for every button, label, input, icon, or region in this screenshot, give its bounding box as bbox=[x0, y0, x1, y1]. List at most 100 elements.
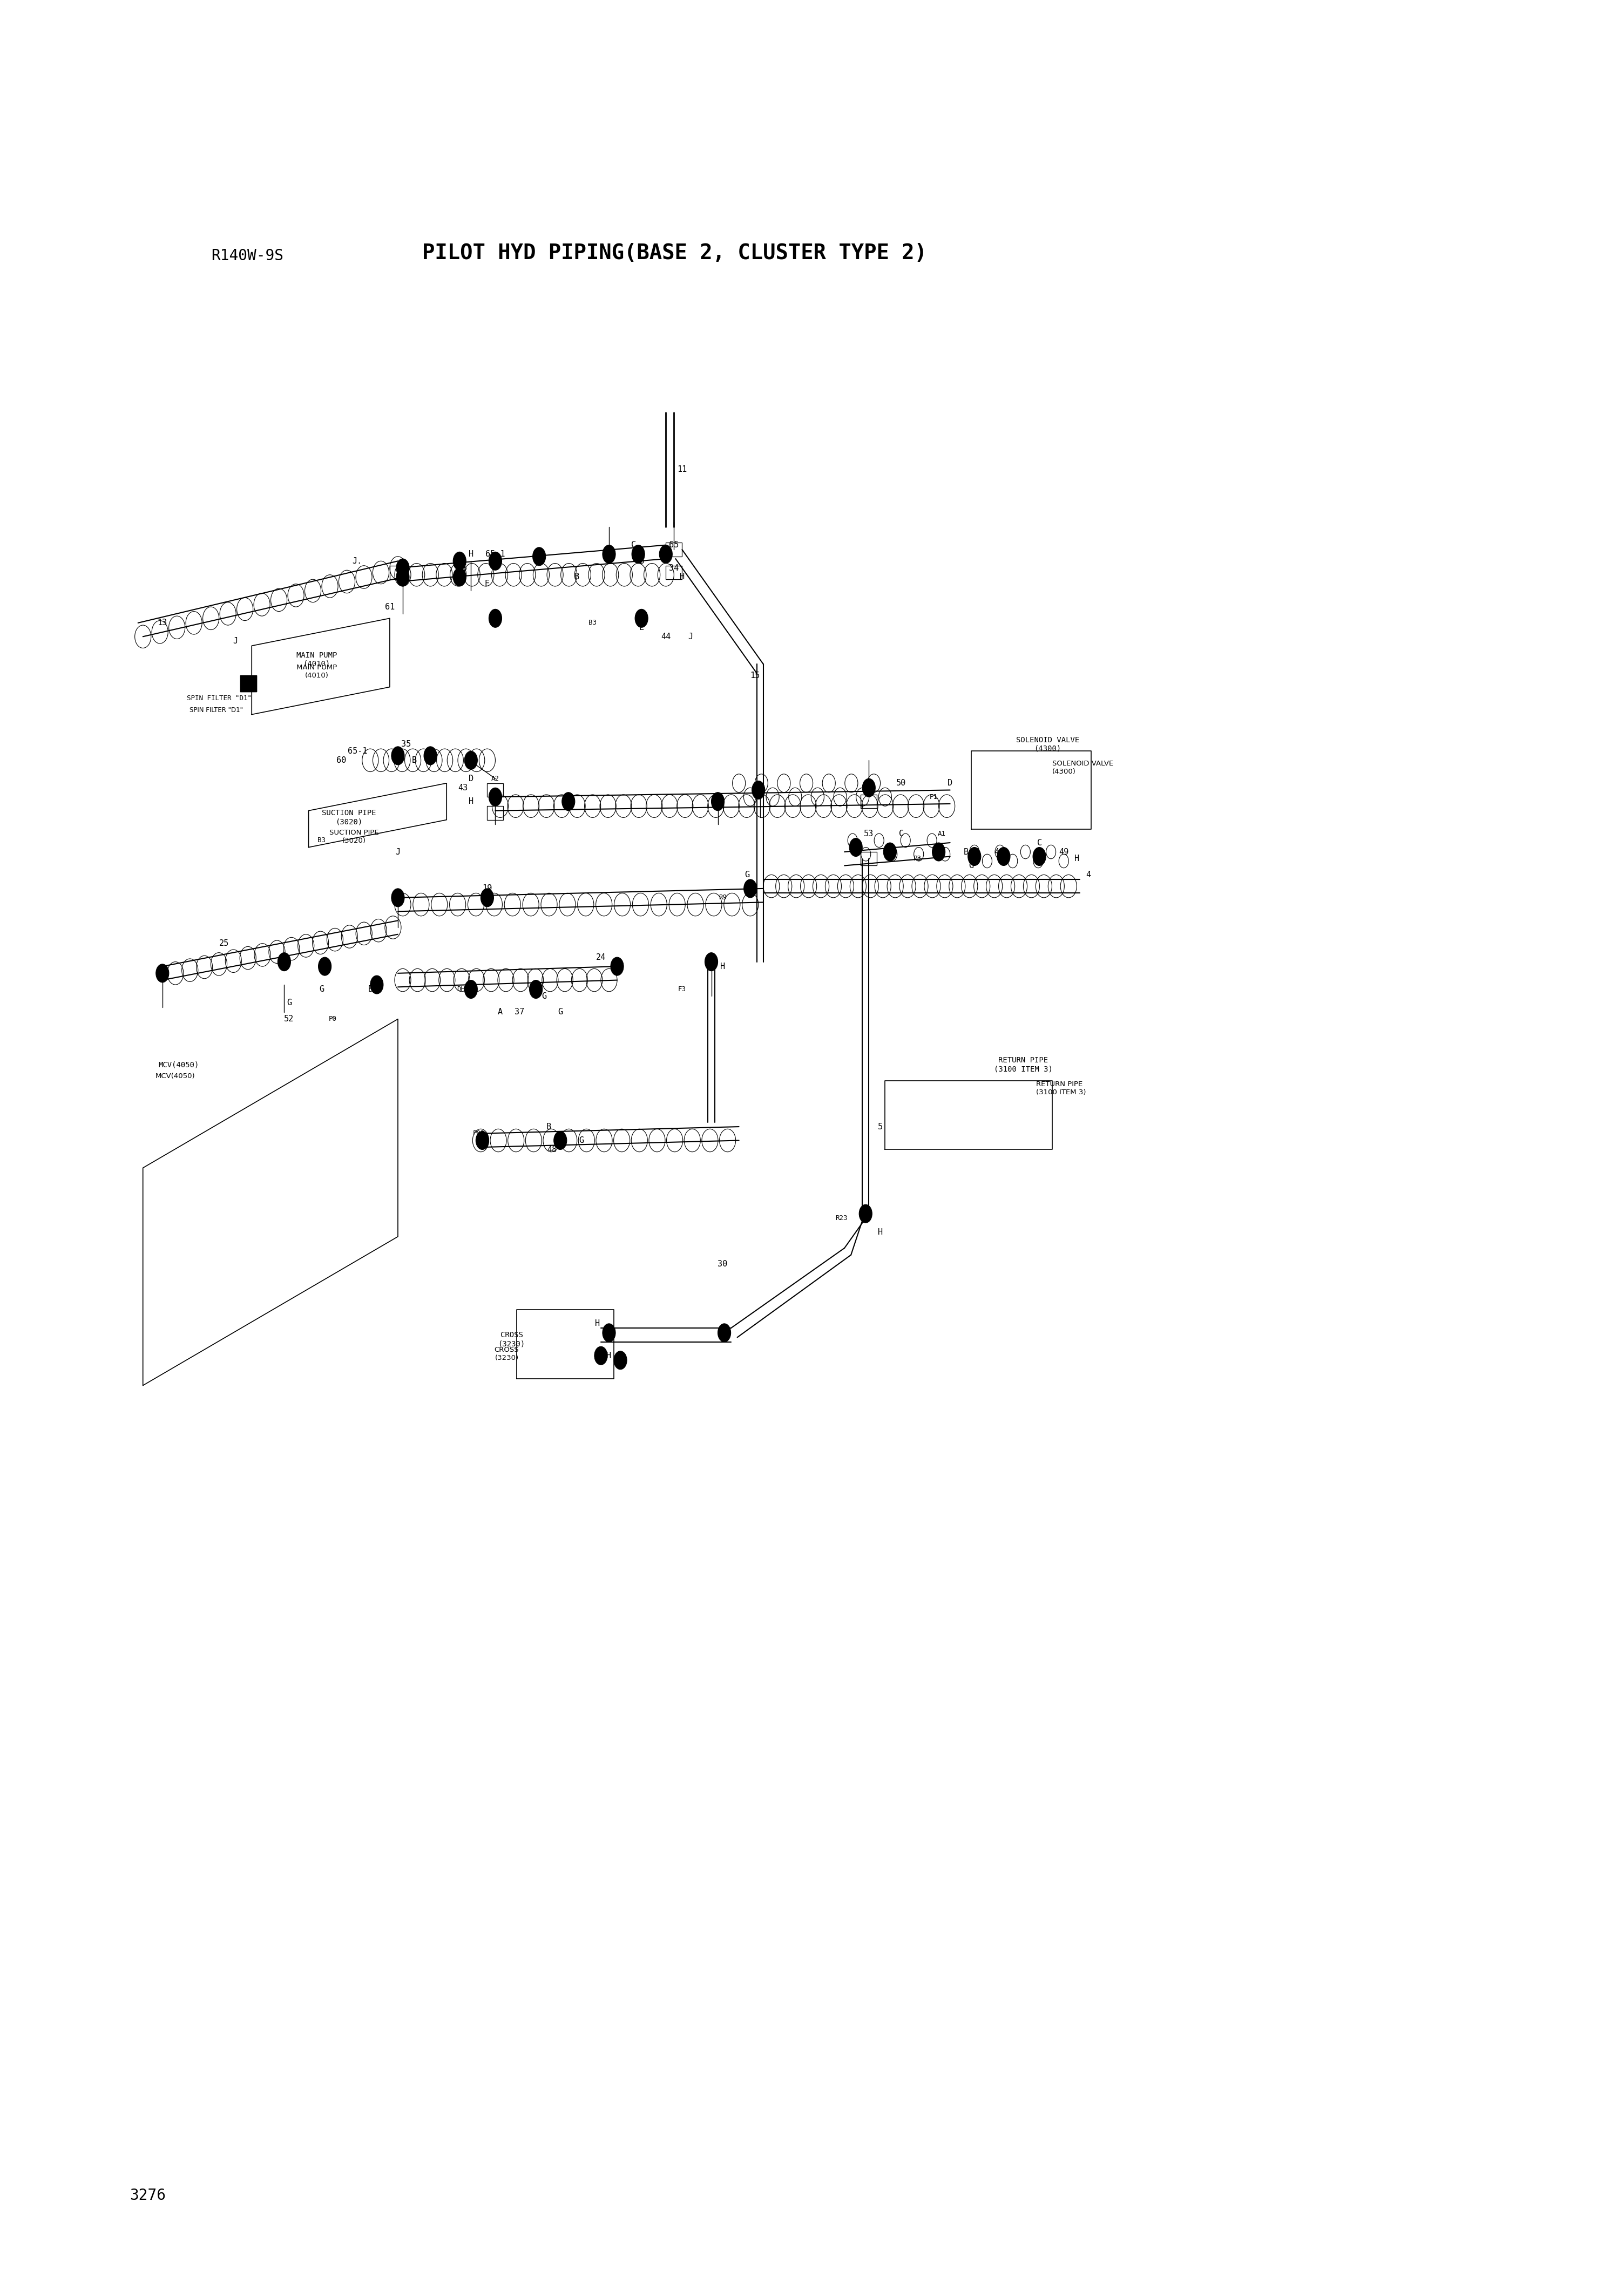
Bar bbox=[390, 566, 406, 579]
Text: P3: P3 bbox=[914, 854, 921, 863]
Bar bbox=[666, 566, 682, 579]
Circle shape bbox=[489, 552, 502, 570]
Text: SPIN FILTER "D1": SPIN FILTER "D1" bbox=[187, 694, 252, 703]
Circle shape bbox=[370, 976, 383, 994]
Text: 24: 24 bbox=[596, 953, 606, 962]
Text: P1: P1 bbox=[931, 792, 937, 802]
Text: 52: 52 bbox=[284, 1014, 294, 1024]
Text: J.: J. bbox=[352, 556, 362, 566]
Text: RETURN PIPE
(3100 ITEM 3): RETURN PIPE (3100 ITEM 3) bbox=[994, 1056, 1052, 1074]
Text: H: H bbox=[719, 962, 726, 971]
Circle shape bbox=[883, 843, 896, 861]
Text: 48: 48 bbox=[994, 847, 1004, 856]
Text: R23: R23 bbox=[835, 1214, 848, 1223]
Circle shape bbox=[391, 889, 404, 907]
Text: 60: 60 bbox=[336, 756, 346, 765]
Text: 65-1: 65-1 bbox=[348, 747, 367, 756]
Text: RETURN PIPE
(3100 ITEM 3): RETURN PIPE (3100 ITEM 3) bbox=[1036, 1081, 1086, 1097]
Circle shape bbox=[849, 838, 862, 856]
Circle shape bbox=[603, 545, 615, 563]
Text: SOLENOID VALVE
(4300): SOLENOID VALVE (4300) bbox=[1052, 760, 1114, 776]
Text: B: B bbox=[573, 572, 580, 582]
Circle shape bbox=[705, 953, 718, 971]
Text: 43: 43 bbox=[458, 783, 468, 792]
Circle shape bbox=[554, 1131, 567, 1150]
Text: 49: 49 bbox=[1059, 847, 1069, 856]
Bar bbox=[666, 543, 682, 556]
Text: SPIN FILTER "D1": SPIN FILTER "D1" bbox=[190, 705, 242, 714]
Text: 19: 19 bbox=[482, 884, 492, 893]
Text: MAIN PUMP
(4010): MAIN PUMP (4010) bbox=[296, 650, 338, 669]
Text: H: H bbox=[849, 843, 856, 852]
Circle shape bbox=[529, 980, 542, 998]
Text: B: B bbox=[546, 1122, 552, 1131]
Text: D: D bbox=[947, 779, 953, 788]
Text: 6: 6 bbox=[565, 801, 572, 811]
Text: MAIN PUMP
(4010): MAIN PUMP (4010) bbox=[296, 664, 338, 680]
Text: B: B bbox=[963, 847, 970, 856]
Text: C: C bbox=[1036, 838, 1043, 847]
Text: 55: 55 bbox=[458, 563, 468, 572]
Text: F3: F3 bbox=[679, 985, 685, 994]
Text: 65-1: 65-1 bbox=[486, 550, 505, 559]
Circle shape bbox=[632, 545, 645, 563]
Text: SOLENOID VALVE
(4300): SOLENOID VALVE (4300) bbox=[1017, 735, 1078, 753]
Circle shape bbox=[752, 781, 765, 799]
Circle shape bbox=[1033, 847, 1046, 866]
Text: H: H bbox=[1073, 854, 1080, 863]
Text: G: G bbox=[744, 870, 750, 879]
Circle shape bbox=[744, 879, 757, 898]
Circle shape bbox=[718, 1324, 731, 1342]
Text: MCV(4050): MCV(4050) bbox=[158, 1060, 200, 1069]
Text: 3276: 3276 bbox=[130, 2187, 166, 2203]
Circle shape bbox=[594, 1347, 607, 1365]
Circle shape bbox=[476, 1131, 489, 1150]
Circle shape bbox=[862, 779, 875, 797]
Text: G: G bbox=[968, 861, 974, 870]
Circle shape bbox=[614, 1351, 627, 1369]
Text: SUCTION PIPE
(3020): SUCTION PIPE (3020) bbox=[330, 829, 378, 845]
Circle shape bbox=[464, 980, 477, 998]
Circle shape bbox=[481, 889, 494, 907]
Circle shape bbox=[968, 847, 981, 866]
Bar bbox=[861, 795, 877, 808]
Text: CROSS
(3230): CROSS (3230) bbox=[499, 1330, 525, 1349]
Circle shape bbox=[453, 568, 466, 586]
Text: A: A bbox=[497, 1008, 503, 1017]
Text: 30: 30 bbox=[718, 1260, 728, 1269]
Polygon shape bbox=[240, 676, 257, 692]
Text: B: B bbox=[638, 556, 645, 566]
Circle shape bbox=[932, 843, 945, 861]
Text: 48: 48 bbox=[547, 1145, 557, 1154]
Circle shape bbox=[391, 747, 404, 765]
Text: R140W-9S: R140W-9S bbox=[211, 247, 284, 263]
Circle shape bbox=[464, 751, 477, 769]
Text: E: E bbox=[638, 623, 645, 632]
Circle shape bbox=[997, 847, 1010, 866]
Text: D: D bbox=[468, 774, 474, 783]
Text: E: E bbox=[484, 579, 490, 589]
Circle shape bbox=[489, 788, 502, 806]
Circle shape bbox=[489, 609, 502, 627]
Text: J: J bbox=[395, 847, 401, 856]
Circle shape bbox=[635, 609, 648, 627]
Circle shape bbox=[603, 1324, 615, 1342]
Text: 65: 65 bbox=[669, 540, 679, 550]
Text: A2: A2 bbox=[492, 774, 499, 783]
Text: B: B bbox=[367, 985, 374, 994]
Text: 35: 35 bbox=[401, 740, 411, 749]
Text: G: G bbox=[541, 992, 547, 1001]
Text: 4: 4 bbox=[1085, 870, 1091, 879]
Text: H: H bbox=[679, 572, 685, 582]
Text: H: H bbox=[877, 1227, 883, 1237]
Text: C: C bbox=[630, 540, 637, 550]
Text: B: B bbox=[411, 756, 417, 765]
Text: 5: 5 bbox=[877, 1122, 883, 1131]
Text: H: H bbox=[866, 779, 872, 788]
Text: J: J bbox=[232, 637, 239, 646]
Circle shape bbox=[396, 559, 409, 577]
Circle shape bbox=[156, 964, 169, 982]
Circle shape bbox=[396, 568, 409, 586]
Circle shape bbox=[278, 953, 291, 971]
Text: 11: 11 bbox=[677, 465, 687, 474]
